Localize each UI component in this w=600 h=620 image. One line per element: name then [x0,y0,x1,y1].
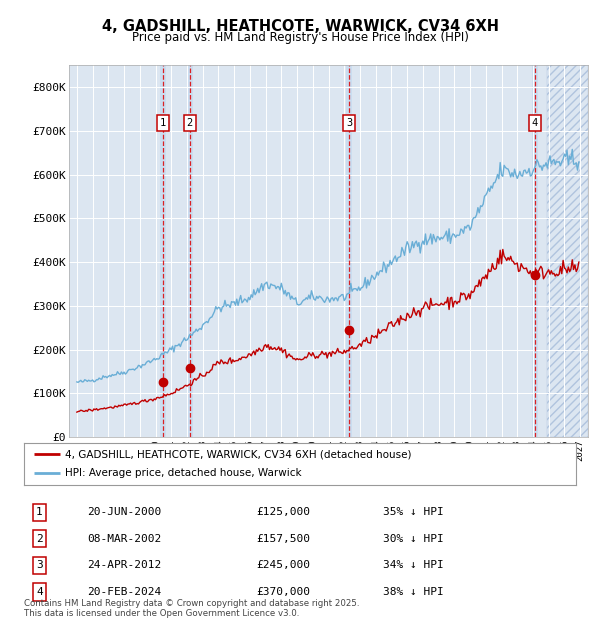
Text: 20-JUN-2000: 20-JUN-2000 [88,507,162,517]
Text: 38% ↓ HPI: 38% ↓ HPI [383,587,443,597]
Text: 24-APR-2012: 24-APR-2012 [88,560,162,570]
Text: 2: 2 [187,118,193,128]
Text: 4, GADSHILL, HEATHCOTE, WARWICK, CV34 6XH: 4, GADSHILL, HEATHCOTE, WARWICK, CV34 6X… [101,19,499,33]
Text: 4: 4 [36,587,43,597]
Text: £245,000: £245,000 [256,560,310,570]
Bar [187,65,193,437]
Bar [160,65,166,437]
Bar [547,65,588,437]
Text: 3: 3 [346,118,352,128]
Text: Price paid vs. HM Land Registry's House Price Index (HPI): Price paid vs. HM Land Registry's House … [131,31,469,44]
Text: 1: 1 [36,507,43,517]
Text: 20-FEB-2024: 20-FEB-2024 [88,587,162,597]
Text: 08-MAR-2002: 08-MAR-2002 [88,534,162,544]
Text: 3: 3 [36,560,43,570]
Text: 4: 4 [532,118,538,128]
Text: £157,500: £157,500 [256,534,310,544]
Bar [532,65,538,437]
Text: £125,000: £125,000 [256,507,310,517]
Text: Contains HM Land Registry data © Crown copyright and database right 2025.
This d: Contains HM Land Registry data © Crown c… [24,599,359,618]
Bar [346,65,352,437]
Text: HPI: Average price, detached house, Warwick: HPI: Average price, detached house, Warw… [65,469,302,479]
Text: 4, GADSHILL, HEATHCOTE, WARWICK, CV34 6XH (detached house): 4, GADSHILL, HEATHCOTE, WARWICK, CV34 6X… [65,449,412,459]
Text: 1: 1 [160,118,166,128]
Text: 30% ↓ HPI: 30% ↓ HPI [383,534,443,544]
Text: £370,000: £370,000 [256,587,310,597]
Text: 35% ↓ HPI: 35% ↓ HPI [383,507,443,517]
Text: 2: 2 [36,534,43,544]
Text: 34% ↓ HPI: 34% ↓ HPI [383,560,443,570]
